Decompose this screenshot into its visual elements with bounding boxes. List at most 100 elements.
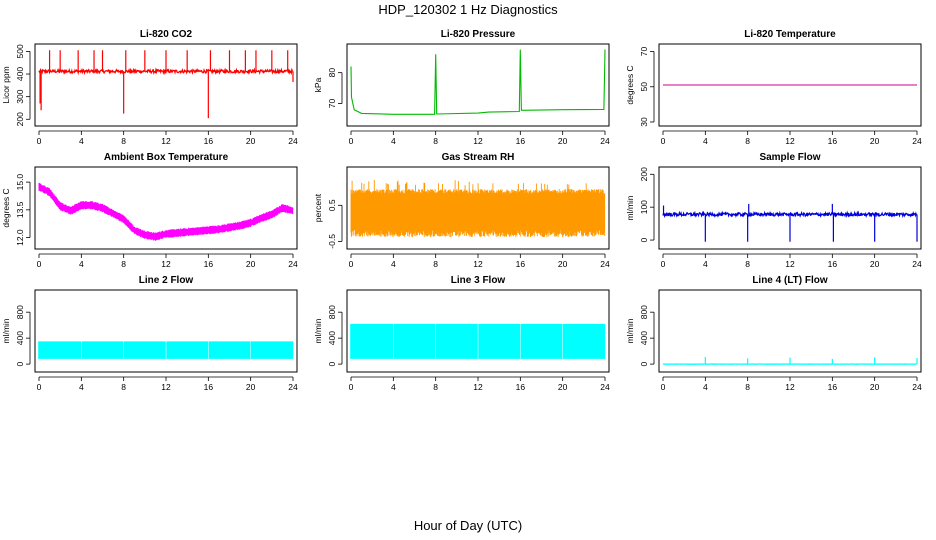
data-series xyxy=(662,203,918,242)
data-series xyxy=(350,49,606,115)
x-tick-label: 8 xyxy=(121,136,126,146)
series-line xyxy=(350,49,606,115)
panel-title: Li-820 Temperature xyxy=(744,29,836,40)
x-tick-label: 4 xyxy=(79,382,84,392)
panel-title: Sample Flow xyxy=(759,152,820,163)
panel-title: Line 2 Flow xyxy=(139,275,194,286)
x-tick-label: 4 xyxy=(391,382,396,392)
plot-frame xyxy=(658,289,922,373)
x-tick-label: 12 xyxy=(161,382,171,392)
x-tick-label: 24 xyxy=(600,136,610,146)
y-tick-label: 13.5 xyxy=(15,201,25,218)
y-tick-label: 200 xyxy=(15,112,25,126)
y-tick-label: 0 xyxy=(639,237,649,242)
x-tick-label: 20 xyxy=(558,136,568,146)
panel-title: Line 3 Flow xyxy=(451,275,506,286)
x-tick-label: 20 xyxy=(558,259,568,269)
y-tick-label: 400 xyxy=(15,331,25,345)
data-series xyxy=(38,341,294,359)
figure-x-axis-label: Hour of Day (UTC) xyxy=(413,518,523,533)
x-tick-label: 16 xyxy=(516,259,526,269)
panel-title: Gas Stream RH xyxy=(442,152,515,163)
plot-frame xyxy=(658,43,922,127)
panel-li-820-temperature: Li-820 Temperature degrees C 0 4 8 12 16 20 24 30… xyxy=(625,29,922,146)
plot-frame xyxy=(346,289,610,373)
x-tick-label: 4 xyxy=(79,259,84,269)
figure-title: HDP_120302 1 Hz Diagnostics xyxy=(378,2,558,17)
y-tick-label: 15.0 xyxy=(15,174,25,191)
y-axis-label: Licor ppm xyxy=(1,66,11,103)
x-tick-label: 8 xyxy=(433,259,438,269)
y-tick-label: 800 xyxy=(327,305,337,319)
x-tick-label: 4 xyxy=(703,382,708,392)
y-axis-label: ml/min xyxy=(625,318,635,343)
data-series xyxy=(350,180,606,238)
plot-frame xyxy=(346,43,610,127)
y-tick-label: 500 xyxy=(15,44,25,58)
x-tick-label: 20 xyxy=(558,382,568,392)
data-series xyxy=(38,182,294,241)
plot-frame xyxy=(346,166,610,250)
y-axis-label: degrees C xyxy=(625,65,635,104)
x-tick-label: 12 xyxy=(785,136,795,146)
x-tick-label: 16 xyxy=(828,382,838,392)
x-tick-label: 0 xyxy=(37,259,42,269)
x-tick-label: 24 xyxy=(600,382,610,392)
y-tick-label: 800 xyxy=(15,305,25,319)
panel-line-3-flow: Line 3 Flow ml/min 0 4 8 12 16 20 24 0 400 800 xyxy=(313,275,610,392)
x-tick-label: 24 xyxy=(912,136,922,146)
y-axis-label: ml/min xyxy=(1,318,11,343)
x-tick-label: 24 xyxy=(288,259,298,269)
y-tick-label: 50 xyxy=(639,82,649,92)
y-tick-label: 0.5 xyxy=(327,199,337,211)
y-tick-label: 70 xyxy=(639,47,649,57)
y-tick-label: 200 xyxy=(639,167,649,181)
y-axis: 0 400 800 xyxy=(327,305,343,366)
y-axis: 0 100 200 xyxy=(639,167,655,242)
panel-title: Li-820 Pressure xyxy=(441,29,516,40)
plot-frame xyxy=(658,166,922,250)
y-tick-label: 0 xyxy=(15,361,25,366)
x-axis: 0 4 8 12 16 20 24 xyxy=(37,376,298,392)
x-tick-label: 0 xyxy=(661,382,666,392)
x-tick-label: 0 xyxy=(349,136,354,146)
x-axis: 0 4 8 12 16 20 24 xyxy=(661,376,922,392)
x-tick-label: 20 xyxy=(870,259,880,269)
x-tick-label: 0 xyxy=(661,259,666,269)
x-axis: 0 4 8 12 16 20 24 xyxy=(661,130,922,146)
x-tick-label: 4 xyxy=(391,259,396,269)
y-tick-label: 800 xyxy=(639,305,649,319)
x-tick-label: 16 xyxy=(516,382,526,392)
x-axis: 0 4 8 12 16 20 24 xyxy=(661,253,922,269)
y-tick-label: -0.5 xyxy=(327,234,337,249)
x-tick-label: 16 xyxy=(828,259,838,269)
y-axis: 12.0 13.5 15.0 xyxy=(15,174,31,246)
y-axis-label: degrees C xyxy=(1,188,11,227)
x-tick-label: 20 xyxy=(246,382,256,392)
x-tick-label: 20 xyxy=(246,259,256,269)
x-tick-label: 12 xyxy=(785,382,795,392)
panel-ambient-box-temperature: Ambient Box Temperature degrees C 0 4 8 12 16 2… xyxy=(1,152,298,269)
x-tick-label: 20 xyxy=(870,136,880,146)
series-band xyxy=(38,341,294,359)
panel-title: Line 4 (LT) Flow xyxy=(752,275,828,286)
panel-gas-stream-rh: Gas Stream RH percent 0 4 8 12 16 20 24 -0.5 0.5 xyxy=(313,152,610,269)
y-tick-label: 0 xyxy=(327,361,337,366)
y-tick-label: 300 xyxy=(15,89,25,103)
x-axis: 0 4 8 12 16 20 24 xyxy=(37,130,298,146)
y-axis: 0 400 800 xyxy=(639,305,655,366)
x-tick-label: 8 xyxy=(745,382,750,392)
x-tick-label: 24 xyxy=(912,259,922,269)
x-tick-label: 24 xyxy=(288,136,298,146)
y-axis-label: kPa xyxy=(313,77,323,92)
x-tick-label: 8 xyxy=(745,259,750,269)
y-tick-label: 30 xyxy=(639,117,649,127)
panel-line-2-flow: Line 2 Flow ml/min 0 4 8 12 16 20 24 0 400 800 xyxy=(1,275,298,392)
y-axis-label: ml/min xyxy=(625,195,635,220)
y-tick-label: 100 xyxy=(639,200,649,214)
x-tick-label: 0 xyxy=(349,259,354,269)
x-tick-label: 4 xyxy=(703,136,708,146)
x-tick-label: 12 xyxy=(473,259,483,269)
x-tick-label: 16 xyxy=(828,136,838,146)
